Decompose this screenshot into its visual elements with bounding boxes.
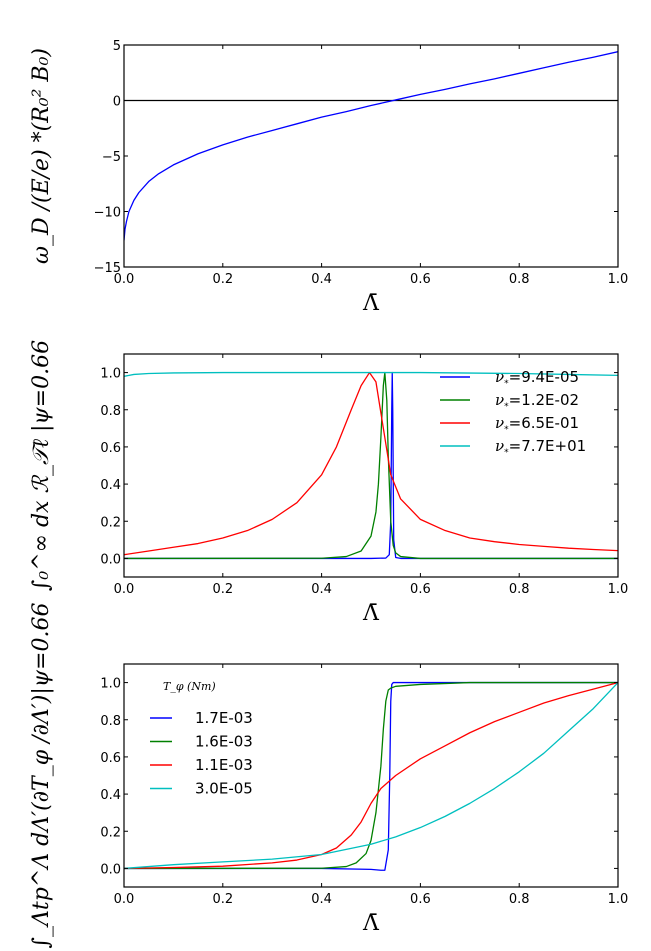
y-tick-label: 0: [113, 95, 121, 110]
y-tick-label: 0.4: [100, 478, 121, 493]
series-line-1: [124, 51, 618, 241]
nu-symbol: ν: [495, 368, 504, 386]
x-tick-label: 0.4: [311, 272, 332, 287]
y-tick-label: 0.4: [100, 788, 121, 803]
series-line-2: [124, 681, 618, 870]
series-line-4: [124, 682, 618, 870]
legend: T_φ (Nm) 1.7E-03 1.6E-03 1.1E-03 3.0E-05: [150, 680, 253, 798]
series-line-1: [124, 681, 618, 871]
panel-3: 0.0 0.2 0.4 0.6 0.8 1.0 0.0 0.2 0.4 0.6 0.8 1.0 Λ̄ ∫_…: [29, 603, 628, 949]
y-axis-label: ω_D /(E/e) *(R₀² B₀): [29, 48, 54, 264]
star-subscript: *: [504, 425, 509, 435]
y-axis-label: ∫_Λtp^Λ dΛ′(∂T_φ /∂Λ′)|ψ=0.66: [29, 603, 54, 949]
x-tick-label: 0.0: [114, 272, 135, 287]
x-tick-label: 0.4: [311, 582, 332, 597]
x-tick-label: 0.8: [509, 582, 530, 597]
x-axis-label: Λ̄: [362, 291, 380, 316]
legend-label-1: ν*=9.4E-05: [495, 368, 579, 389]
y-tick-label: 0.8: [100, 714, 121, 729]
x-tick-label: 0.2: [212, 582, 233, 597]
y-tick-label: 1.0: [100, 677, 121, 692]
y-tick-label: 0.2: [100, 515, 121, 530]
axes-frame: [123, 353, 619, 578]
star-subscript: *: [504, 379, 509, 389]
x-tick-label: 0.8: [509, 272, 530, 287]
x-axis-label: Λ̄: [362, 911, 380, 936]
y-tick-label: 5: [113, 39, 121, 54]
nu-symbol: ν: [495, 391, 504, 409]
nu-value: =1.2E-02: [509, 391, 579, 409]
x-tick-label: 0.6: [410, 582, 431, 597]
y-tick-label: −5: [102, 150, 121, 165]
y-tick-label: −15: [94, 261, 121, 276]
x-tick-label: 0.8: [509, 892, 530, 907]
x-tick-label: 1.0: [608, 582, 629, 597]
x-axis-label: Λ̄: [362, 601, 380, 626]
star-subscript: *: [504, 402, 509, 412]
y-tick-label: 0.6: [100, 441, 121, 456]
y-tick-label: 0.0: [100, 862, 121, 877]
nu-value: =6.5E-01: [509, 414, 579, 432]
y-tick-label: 0.8: [100, 404, 121, 419]
nu-symbol: ν: [495, 437, 504, 455]
x-tick-label: 0.0: [114, 582, 135, 597]
nu-symbol: ν: [495, 414, 504, 432]
x-tick-label: 0.6: [410, 272, 431, 287]
series-line-2: [124, 371, 618, 560]
legend-label-2: 1.6E-03: [195, 733, 253, 751]
legend-label-1: 1.7E-03: [195, 709, 253, 727]
nu-value: =9.4E-05: [509, 368, 579, 386]
x-tick-label: 1.0: [608, 272, 629, 287]
series-line-3: [124, 371, 618, 556]
y-tick-label: 0.2: [100, 825, 121, 840]
legend-label-4: 3.0E-05: [195, 780, 253, 798]
x-tick-label: 0.2: [212, 272, 233, 287]
legend-label-2: ν*=1.2E-02: [495, 391, 579, 412]
x-tick-label: 0.6: [410, 892, 431, 907]
series-line-4: [124, 371, 618, 377]
series-line-1: [124, 371, 618, 560]
x-tick-label: 0.4: [311, 892, 332, 907]
y-tick-label: 0.0: [100, 552, 121, 567]
y-tick-label: 0.6: [100, 751, 121, 766]
legend-title: T_φ (Nm): [163, 680, 216, 693]
axes-frame: [123, 663, 619, 888]
legend-label-4: ν*=7.7E+01: [495, 437, 586, 458]
legend: ν*=9.4E-05ν*=1.2E-02ν*=6.5E-01ν*=7.7E+01: [440, 368, 586, 458]
y-tick-label: −10: [94, 206, 121, 221]
y-tick-label: 1.0: [100, 367, 121, 382]
legend-label-3: 1.1E-03: [195, 756, 253, 774]
series-line-3: [124, 681, 618, 870]
nu-value: =7.7E+01: [509, 437, 587, 455]
panel-2: 0.0 0.2 0.4 0.6 0.8 1.0 0.0 0.2 0.4 0.6 0.8 1.0 Λ̄ ∫₀…: [29, 340, 628, 626]
x-tick-label: 0.0: [114, 892, 135, 907]
panel-1: 0.0 0.2 0.4 0.6 0.8 1.0 −15 −10 −5 0 5 Λ̄ ω_D /(E/e)…: [29, 39, 628, 316]
legend-label-3: ν*=6.5E-01: [495, 414, 579, 435]
x-tick-label: 0.2: [212, 892, 233, 907]
y-axis-label: ∫₀^∞ dx ℛ_𝒯ℓ |ψ=0.66: [29, 340, 54, 591]
axes-frame: [123, 44, 619, 268]
star-subscript: *: [504, 448, 509, 458]
x-tick-label: 1.0: [608, 892, 629, 907]
